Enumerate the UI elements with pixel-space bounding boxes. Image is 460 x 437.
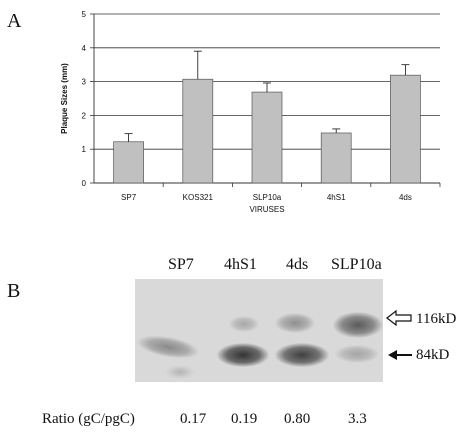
ratio-label: Ratio (gC/pgC): [42, 411, 135, 427]
blot-band-lower-slp10a: [335, 345, 379, 363]
blot-band-upper-4ds: [275, 313, 315, 333]
marker-label-84kd: 84kD: [416, 347, 450, 363]
bar: [251, 91, 283, 184]
filled-arrow-icon: [388, 350, 412, 360]
y-tick-label: 0: [82, 179, 87, 188]
western-blot-image: [135, 279, 383, 382]
y-tick-label: 4: [82, 44, 87, 53]
x-tick-label: 4hS1: [327, 193, 346, 202]
blot-band-lower-4ds: [275, 343, 329, 367]
lane-label-4ds: 4ds: [286, 256, 309, 273]
ratio-value-4ds: 0.80: [284, 411, 311, 427]
open-arrow-icon: [386, 310, 412, 326]
bar: [113, 141, 144, 184]
lane-label-4hs1: 4hS1: [224, 256, 257, 273]
marker-label-116kd: 116kD: [416, 311, 457, 327]
ratio-value-slp10a: 3.3: [348, 411, 367, 427]
panel-b-letter: B: [7, 280, 21, 302]
blot-band-upper-4hs1: [229, 316, 259, 332]
y-axis-label: Plaque Sizes (mm): [60, 63, 69, 134]
lane-label-sp7: SP7: [168, 256, 194, 273]
blot-band-lower-sp7: [135, 331, 201, 363]
lane-label-slp10a: SLP10a: [331, 256, 382, 273]
x-axis-label: VIRUSES: [249, 205, 284, 214]
x-tick-label: KOS321: [183, 193, 214, 202]
ratio-value-4hs1: 0.19: [231, 411, 258, 427]
blot-band-lower-4hs1: [217, 343, 269, 367]
blot-band-upper-slp10a: [333, 312, 383, 338]
plaque-size-chart: 0 1 2 3 4 5 SP7 KOS321 SLP10a 4hS1 4ds VIRUSES Plaqu…: [60, 10, 441, 214]
x-tick-label: 4ds: [399, 193, 412, 202]
bar: [182, 78, 214, 184]
x-tick-label: SP7: [121, 193, 137, 202]
bar: [320, 132, 352, 184]
y-tick-label: 2: [82, 111, 87, 120]
panel-a-letter: A: [7, 10, 22, 32]
blot-smudge: [165, 365, 195, 379]
x-tick-label: SLP10a: [253, 193, 282, 202]
y-tick-label: 1: [82, 145, 87, 154]
y-tick-label: 5: [82, 10, 87, 19]
bar: [390, 74, 421, 184]
y-tick-label: 3: [82, 78, 87, 87]
ratio-value-sp7: 0.17: [180, 411, 207, 427]
